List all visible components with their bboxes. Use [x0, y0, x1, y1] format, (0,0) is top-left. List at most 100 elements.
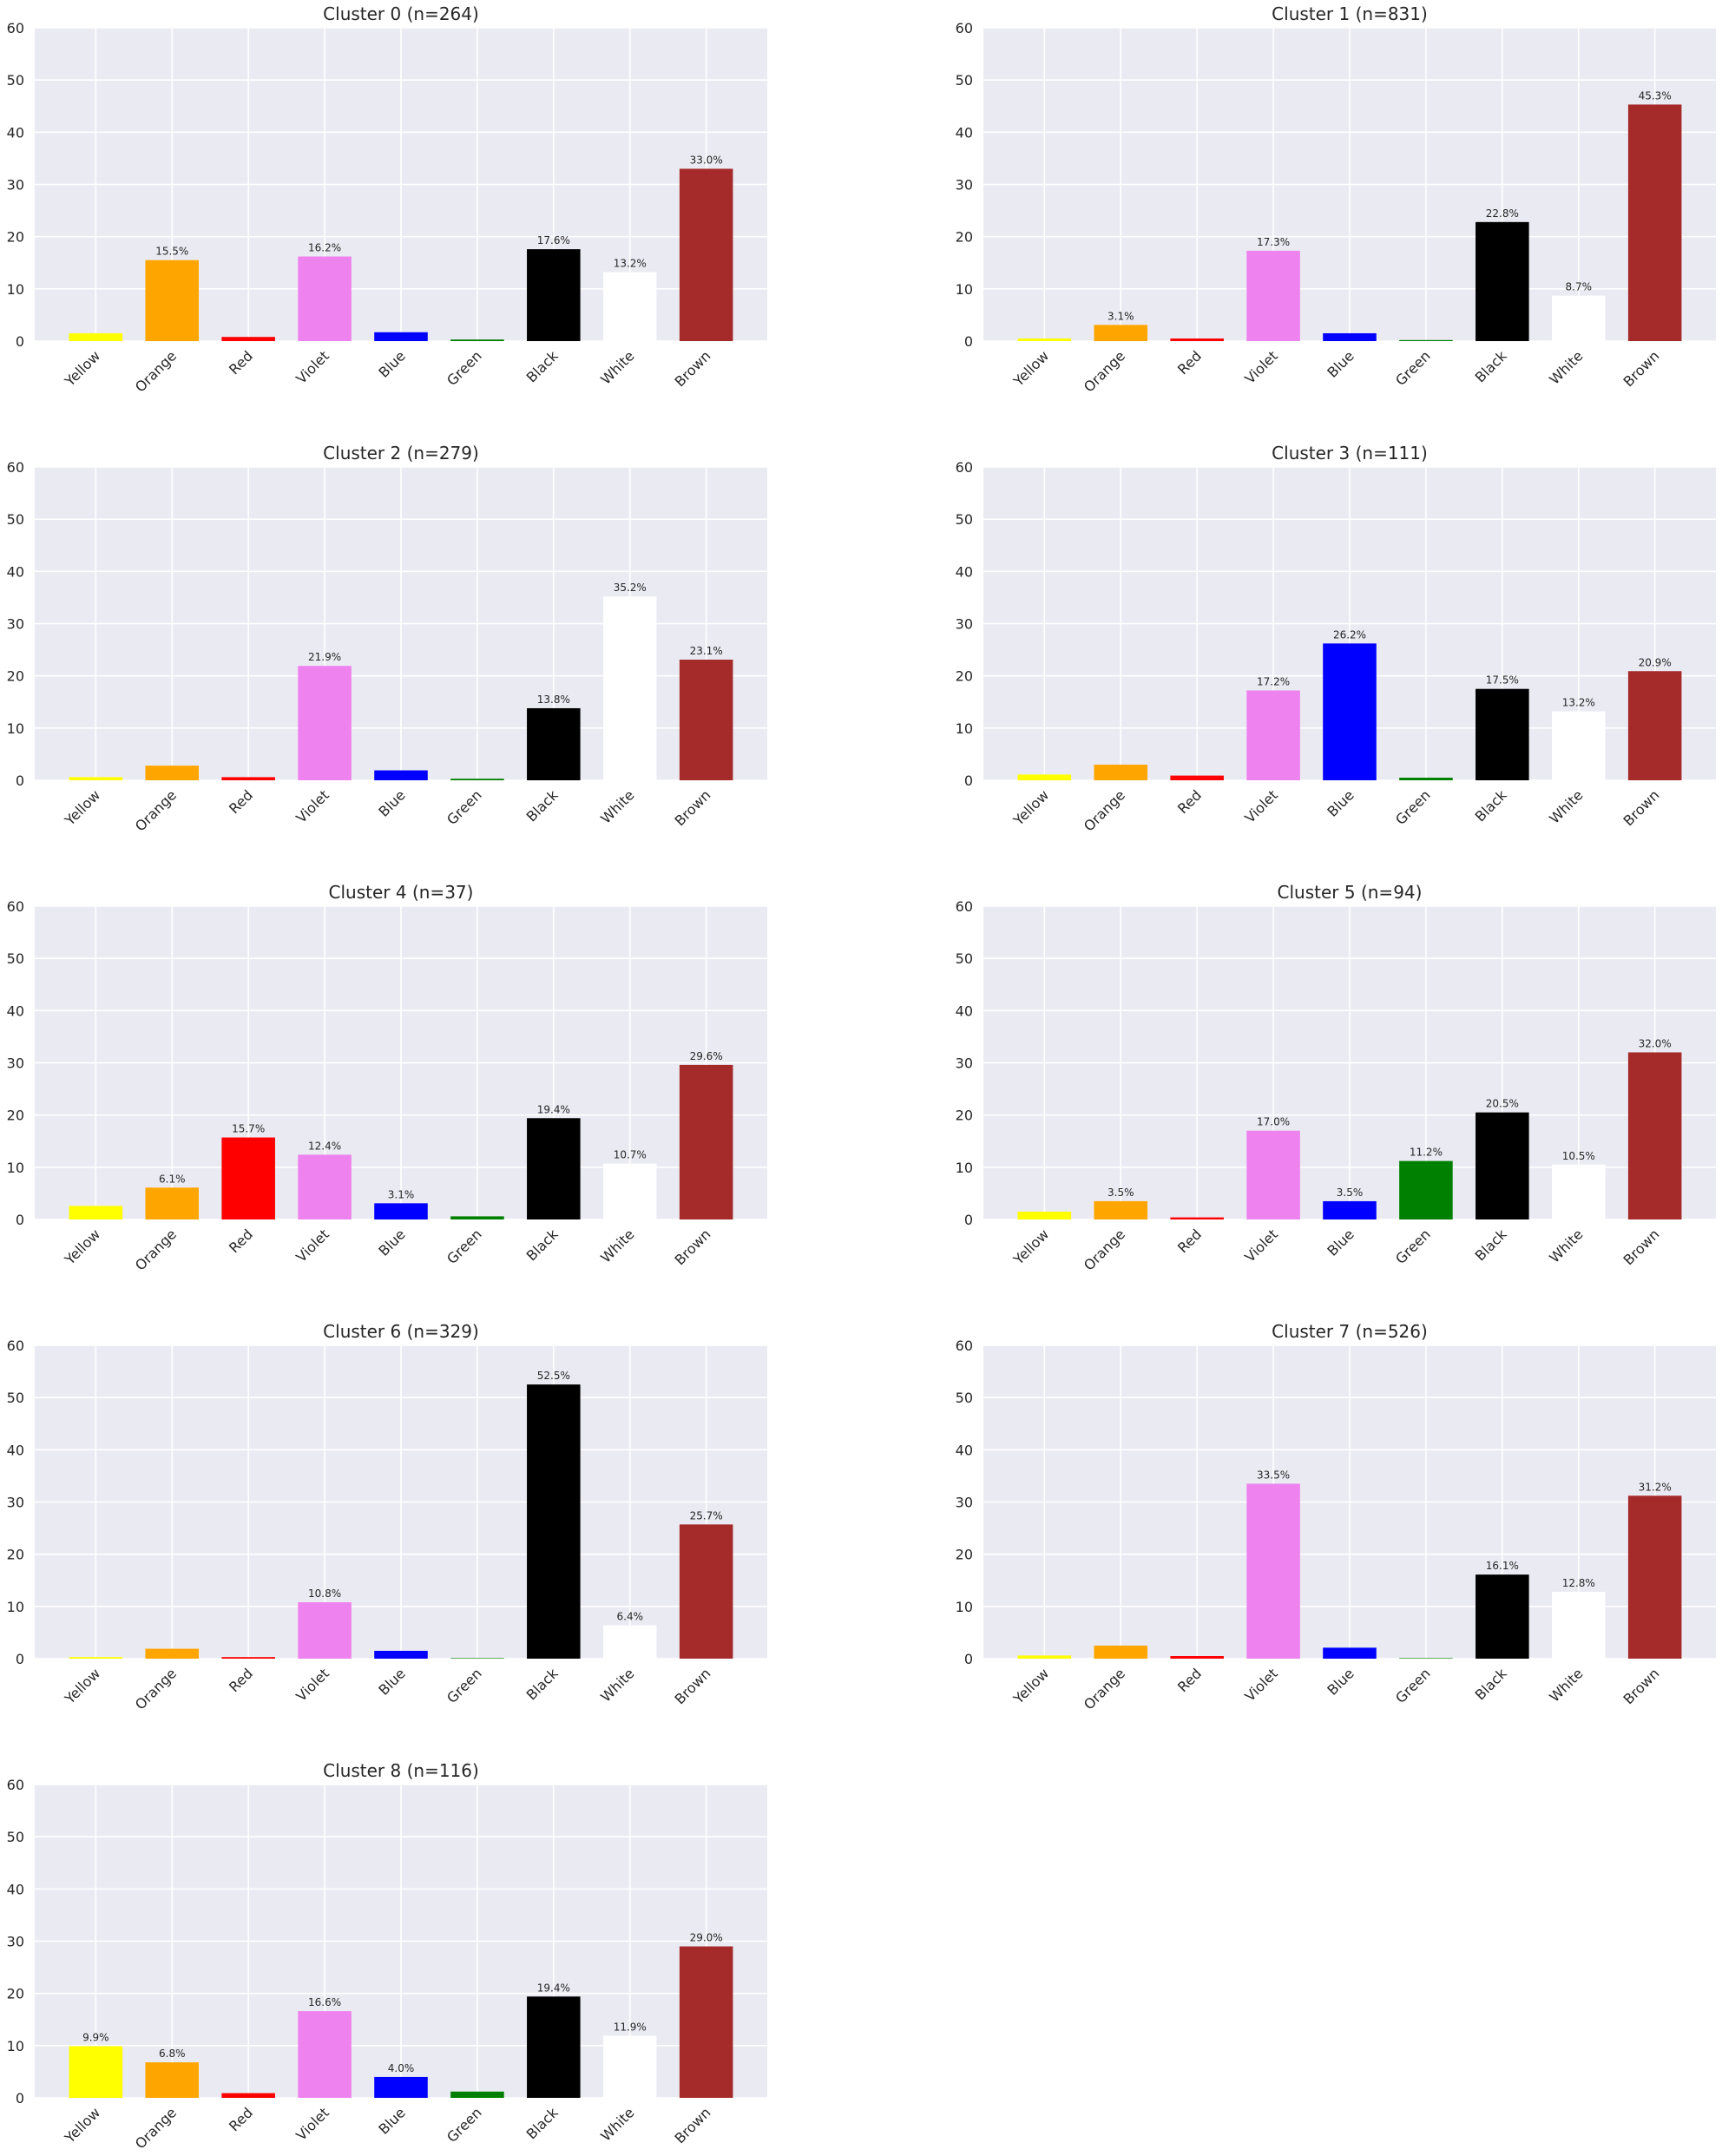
x-tick-label: Blue [375, 347, 408, 380]
chart-title: Cluster 0 (n=264) [323, 3, 479, 24]
bar-white [602, 1625, 657, 1659]
bar-value-label: 6.4% [617, 1610, 644, 1622]
x-tick-label: Blue [1324, 347, 1357, 380]
y-tick-label: 60 [7, 1338, 24, 1354]
x-tick-label: Blue [1324, 786, 1357, 819]
bar-white [602, 272, 657, 341]
chart-title: Cluster 2 (n=279) [323, 443, 479, 463]
bar-blue [374, 1650, 428, 1659]
x-tick-label: White [597, 347, 637, 387]
chart-panel-7: Cluster 7 (n=526) 0 10 20 30 40 50 60 Yellow Oran… [956, 1321, 1716, 1713]
x-tick-label: Green [1392, 347, 1434, 389]
y-tick-label: 60 [956, 459, 973, 476]
y-tick-label: 60 [7, 1777, 24, 1793]
bar-value-label: 20.9% [1639, 656, 1672, 668]
y-tick-label: 50 [7, 511, 24, 528]
x-tick-label: Violet [292, 1226, 332, 1265]
bar-blue [1323, 643, 1377, 780]
x-tick-label: Yellow [61, 1665, 103, 1707]
x-tick-label: Blue [375, 1665, 408, 1698]
bar-value-label: 26.2% [1333, 628, 1366, 641]
bar-value-label: 12.8% [1562, 1577, 1595, 1589]
y-tick-label: 10 [956, 1160, 973, 1176]
bar-blue [1323, 1647, 1377, 1659]
bar-red [221, 1657, 275, 1659]
bar-blue [374, 1203, 428, 1219]
chart-panel-8: Cluster 8 (n=116) 0 10 20 30 40 50 60 9.9% Yellow… [7, 1760, 767, 2153]
chart-panel-3: Cluster 3 (n=111) 0 10 20 30 40 50 60 Yellow Oran… [956, 443, 1716, 835]
y-tick-label: 60 [7, 898, 24, 915]
x-tick-label: Orange [132, 1226, 180, 1273]
x-tick-label: Orange [1081, 347, 1128, 395]
y-tick-label: 40 [7, 563, 24, 580]
bar-value-label: 35.2% [614, 582, 647, 594]
x-tick-label: Red [1174, 786, 1205, 817]
y-tick-label: 40 [7, 124, 24, 141]
bar-brown [679, 1524, 733, 1659]
bar-orange [145, 766, 200, 780]
bar-black [1476, 1112, 1529, 1219]
x-tick-label: Violet [292, 1665, 332, 1705]
bar-red [1170, 338, 1224, 341]
bar-value-label: 10.7% [614, 1149, 647, 1161]
x-tick-label: Yellow [61, 1226, 103, 1268]
chart-title: Cluster 7 (n=526) [1272, 1321, 1428, 1342]
x-tick-label: White [597, 1226, 637, 1265]
bar-orange [145, 1648, 200, 1659]
y-tick-label: 10 [7, 1160, 24, 1176]
x-tick-label: Blue [1324, 1226, 1357, 1259]
bar-value-label: 10.8% [308, 1587, 341, 1600]
y-tick-label: 30 [7, 1055, 24, 1072]
y-tick-label: 40 [956, 1442, 973, 1458]
y-tick-label: 50 [7, 72, 24, 89]
y-tick-label: 20 [7, 668, 24, 685]
y-tick-label: 50 [7, 1390, 24, 1406]
bar-yellow [69, 777, 123, 780]
y-tick-label: 20 [7, 1108, 24, 1124]
x-tick-label: Black [1472, 347, 1511, 386]
x-tick-label: Red [1174, 1226, 1205, 1256]
bar-green [1399, 1160, 1453, 1219]
x-tick-label: Orange [132, 2104, 180, 2152]
bar-value-label: 19.4% [537, 1982, 570, 1994]
bar-black [527, 1384, 581, 1659]
bar-value-label: 8.7% [1566, 281, 1593, 293]
bar-blue [1323, 1200, 1377, 1219]
x-tick-label: Orange [1081, 1226, 1128, 1273]
bar-value-label: 4.0% [388, 2062, 415, 2074]
bar-violet [298, 666, 352, 780]
x-tick-label: Green [444, 2104, 485, 2146]
bar-value-label: 3.1% [1107, 310, 1134, 322]
x-tick-label: Violet [1241, 786, 1281, 826]
bar-yellow [1017, 1655, 1072, 1659]
bar-value-label: 3.1% [388, 1188, 415, 1200]
bar-orange [145, 1187, 200, 1219]
y-tick-label: 40 [7, 1442, 24, 1458]
x-tick-label: White [1546, 786, 1586, 826]
bar-yellow [1017, 1211, 1072, 1219]
bar-value-label: 29.0% [690, 1932, 723, 1944]
bar-value-label: 16.6% [308, 1996, 341, 2008]
bar-violet [1246, 250, 1300, 341]
bar-value-label: 3.5% [1337, 1186, 1364, 1199]
bar-value-label: 52.5% [537, 1370, 570, 1382]
chart-panel-2: Cluster 2 (n=279) 0 10 20 30 40 50 60 Yellow Oran… [7, 443, 767, 835]
x-tick-label: Red [226, 786, 256, 817]
bar-white [1551, 295, 1606, 341]
x-tick-label: Orange [1081, 1665, 1128, 1712]
x-tick-label: Orange [132, 347, 180, 395]
bar-value-label: 25.7% [690, 1509, 723, 1522]
bar-value-label: 29.6% [690, 1050, 723, 1062]
chart-title: Cluster 6 (n=329) [323, 1321, 479, 1342]
bar-value-label: 33.5% [1257, 1469, 1290, 1481]
bar-orange [145, 2062, 200, 2098]
chart-panel-4: Cluster 4 (n=37) 0 10 20 30 40 50 60 Yellow 6.1% O… [7, 882, 767, 1274]
bar-green [1399, 339, 1453, 341]
bar-value-label: 20.5% [1486, 1098, 1519, 1110]
bar-yellow [69, 332, 123, 341]
y-tick-label: 50 [956, 1390, 973, 1406]
bar-yellow [1017, 774, 1072, 780]
bar-yellow [69, 1206, 123, 1219]
x-tick-label: Brown [1620, 786, 1663, 829]
bar-value-label: 45.3% [1639, 89, 1672, 102]
